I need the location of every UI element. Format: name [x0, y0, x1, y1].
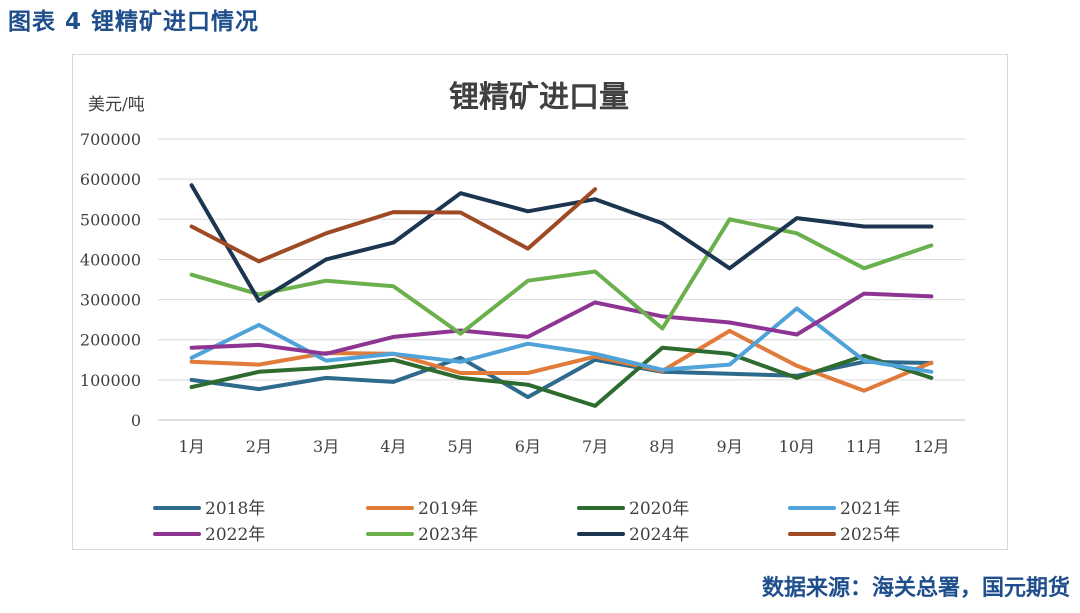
x-tick-label: 12月	[913, 437, 949, 456]
y-tick-label: 0	[131, 411, 141, 430]
legend-label: 2021年	[840, 499, 900, 519]
x-tick-label: 5月	[448, 437, 474, 456]
legend-item: 2020年	[577, 499, 689, 519]
legend-label: 2024年	[629, 525, 689, 545]
x-tick-label: 11月	[846, 437, 882, 456]
data-source: 数据来源：海关总署，国元期货	[761, 576, 1070, 601]
figure-title: 图表 4 锂精矿进口情况	[8, 9, 260, 35]
x-tick-label: 4月	[380, 437, 406, 456]
x-tick-label: 8月	[649, 437, 675, 456]
chart-title: 锂精矿进口量	[449, 80, 629, 115]
y-tick-label: 400000	[80, 250, 141, 269]
y-axis-unit-label: 美元/吨	[88, 95, 145, 115]
y-tick-label: 700000	[80, 130, 141, 149]
y-tick-label: 500000	[80, 210, 141, 229]
series-line-2024年	[189, 183, 934, 303]
legend-item: 2023年	[366, 525, 478, 545]
y-tick-label: 100000	[80, 371, 141, 390]
y-tick-label: 600000	[80, 170, 141, 189]
x-tick-label: 2月	[246, 437, 272, 456]
series-line-2022年	[189, 291, 934, 356]
legend-label: 2020年	[629, 499, 689, 519]
legend-item: 2024年	[577, 525, 689, 545]
legend-item: 2025年	[788, 525, 900, 545]
x-tick-label: 10月	[779, 437, 815, 456]
legend-label: 2022年	[205, 525, 265, 545]
x-tick-label: 6月	[515, 437, 541, 456]
y-tick-label: 200000	[80, 331, 141, 350]
legend-label: 2019年	[418, 499, 478, 519]
series-line-2023年	[189, 217, 934, 336]
x-tick-label: 9月	[717, 437, 743, 456]
legend-label: 2023年	[418, 525, 478, 545]
legend-item: 2021年	[788, 499, 900, 519]
legend-label: 2018年	[205, 499, 265, 519]
series-line-2020年	[189, 345, 934, 408]
x-tick-label: 7月	[582, 437, 608, 456]
legend-item: 2022年	[153, 525, 265, 545]
series-line-2021年	[189, 306, 934, 374]
legend-item: 2018年	[153, 499, 265, 519]
x-tick-label: 3月	[313, 437, 339, 456]
y-tick-label: 300000	[80, 291, 141, 310]
legend-item: 2019年	[366, 499, 478, 519]
x-tick-label: 1月	[179, 437, 205, 456]
series-line-2025年	[189, 187, 598, 264]
legend-label: 2025年	[840, 525, 900, 545]
